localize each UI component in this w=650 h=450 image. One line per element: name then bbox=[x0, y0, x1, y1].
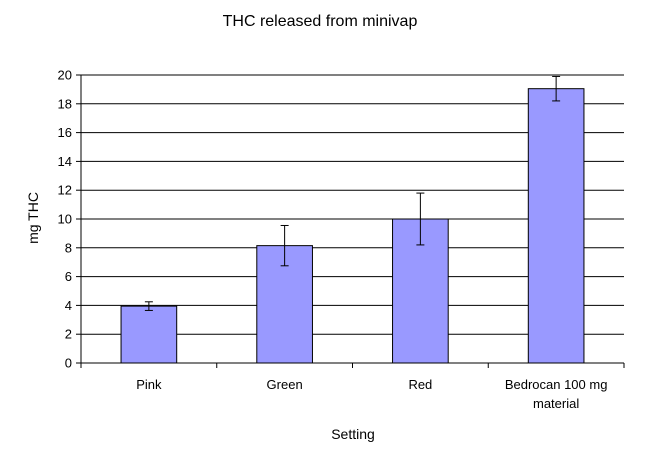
x-axis-label: Setting bbox=[331, 426, 375, 442]
y-tick-label: 16 bbox=[58, 125, 72, 140]
x-tick-label: Green bbox=[267, 377, 303, 392]
bar bbox=[120, 305, 178, 364]
x-tick-labels: Pink Green Red Bedrocan 100 mg material bbox=[136, 377, 607, 411]
axes bbox=[76, 74, 625, 368]
x-tick-label: Bedrocan 100 mg bbox=[505, 377, 608, 392]
x-tick-label: Red bbox=[408, 377, 432, 392]
y-axis-label: mg THC bbox=[25, 192, 41, 244]
gridlines bbox=[81, 74, 624, 335]
y-tick-label: 20 bbox=[58, 68, 72, 83]
y-tick-label: 14 bbox=[58, 154, 72, 169]
y-tick-label: 10 bbox=[58, 212, 72, 227]
y-tick-labels: 0 2 4 6 8 10 12 14 16 18 20 bbox=[58, 68, 72, 371]
bars bbox=[120, 88, 585, 364]
y-tick-label: 12 bbox=[58, 183, 72, 198]
y-tick-label: 4 bbox=[65, 298, 72, 313]
y-tick-label: 2 bbox=[65, 327, 72, 342]
y-tick-label: 8 bbox=[65, 240, 72, 255]
error-bars bbox=[144, 75, 561, 311]
y-tick-label: 0 bbox=[65, 356, 72, 371]
y-tick-label: 6 bbox=[65, 269, 72, 284]
x-tick-label: material bbox=[533, 396, 579, 411]
bar bbox=[527, 88, 585, 364]
y-tick-label: 18 bbox=[58, 96, 72, 111]
chart-title: THC released from minivap bbox=[223, 13, 418, 30]
x-tick-label: Pink bbox=[136, 377, 162, 392]
